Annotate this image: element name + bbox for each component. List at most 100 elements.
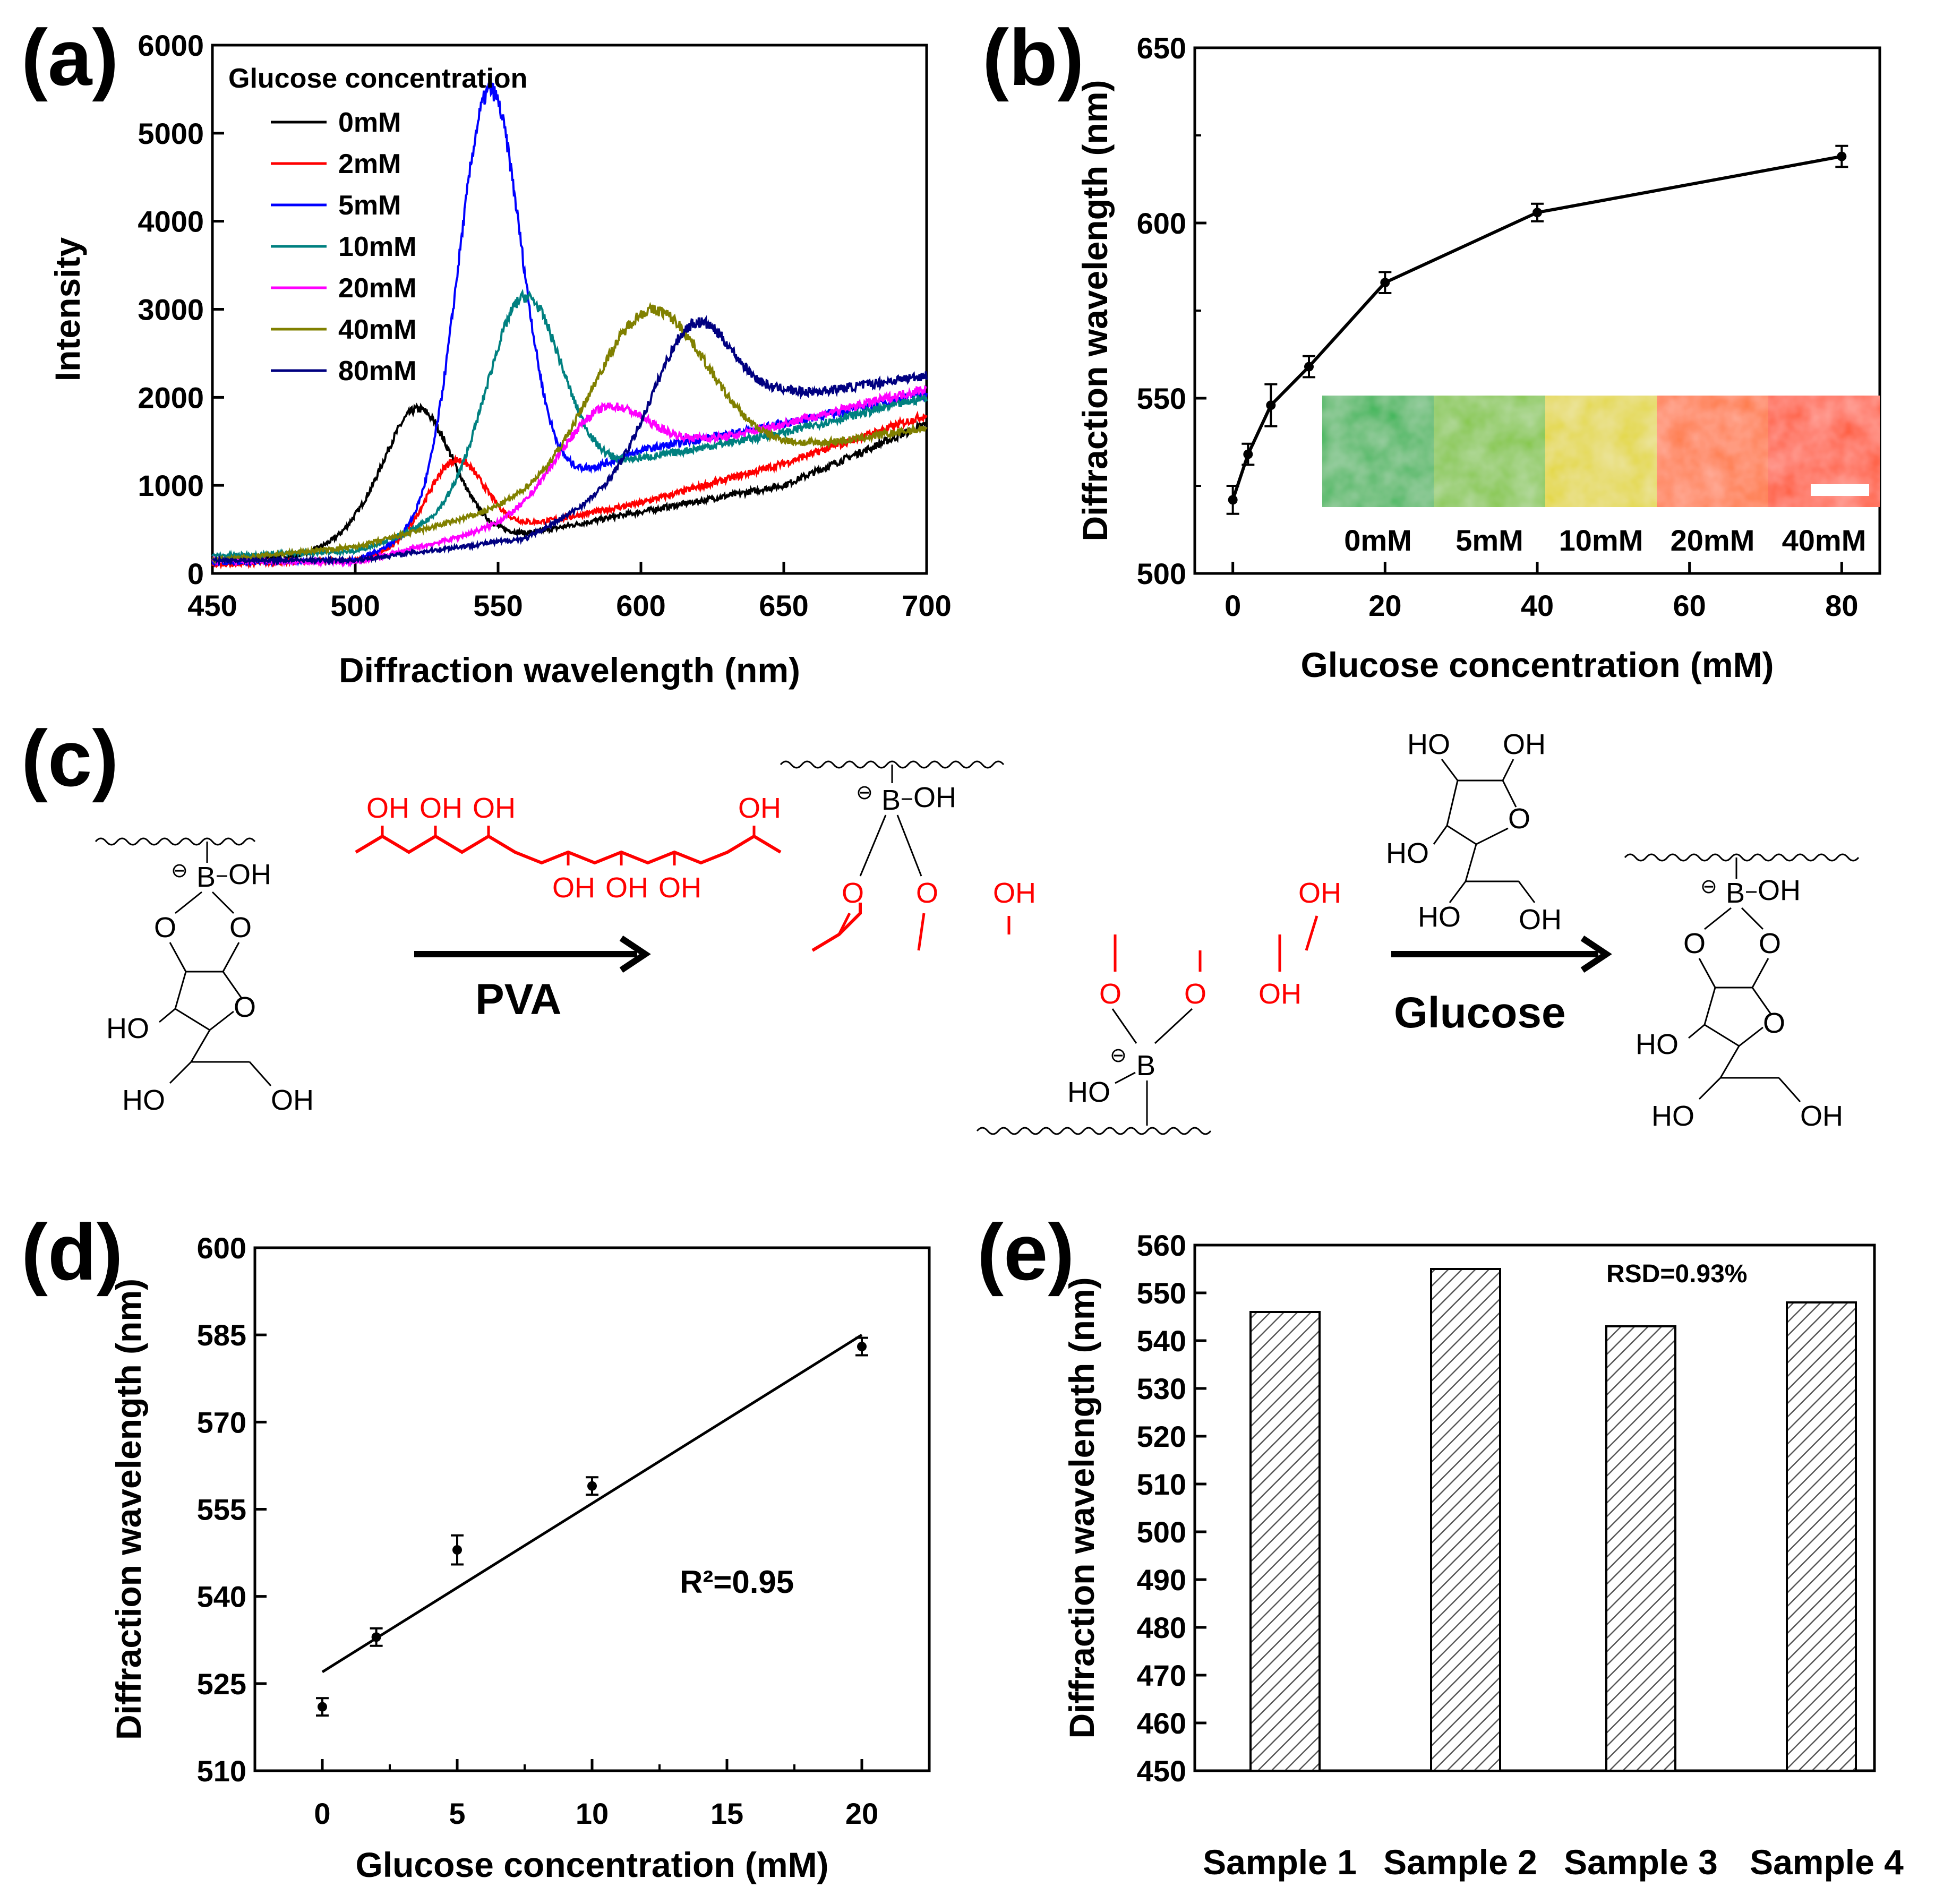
panel-label-c: (c) xyxy=(21,714,118,803)
x-category-label: Sample 3 xyxy=(1564,1842,1718,1882)
arrowhead-icon xyxy=(1580,936,1612,973)
polymer-backbone-squiggle xyxy=(1624,853,1860,862)
pva-hydroxyl: OH xyxy=(993,877,1036,909)
y-tick-label: 450 xyxy=(1137,1754,1186,1788)
chart-a-spectra: 0 1000 2000 3000 4000 5000 6000 450 500 550 600 650… xyxy=(48,29,952,690)
pva-backbone-bound xyxy=(811,903,862,952)
data-point xyxy=(318,1702,327,1712)
x-tick-label: 80 xyxy=(1825,589,1858,622)
bond xyxy=(1741,907,1764,930)
data-point xyxy=(1228,495,1238,505)
y-tick-label: 490 xyxy=(1137,1563,1186,1597)
bar-Sample 3 xyxy=(1605,1325,1676,1772)
inset-photo-20mM xyxy=(1657,396,1768,507)
series-line-5mM xyxy=(211,82,928,568)
glucose-label: Glucose xyxy=(1394,989,1566,1037)
y-tick-label: 3000 xyxy=(138,293,204,327)
inset-label: 40mM xyxy=(1782,524,1866,557)
arrowhead-icon xyxy=(619,936,651,973)
hydroxyl-label: HO xyxy=(1386,837,1429,869)
bond xyxy=(1698,1077,1722,1100)
hydroxyl-label: HO xyxy=(106,1013,149,1044)
y-tick-label: 560 xyxy=(1137,1229,1186,1262)
series-line-40mM xyxy=(211,302,928,565)
oxygen-label: O xyxy=(1683,928,1706,959)
bond xyxy=(1465,844,1477,882)
inset-label: 5mM xyxy=(1455,524,1523,557)
plot-frame xyxy=(211,44,928,575)
pva-hydroxyl: OH xyxy=(419,792,463,824)
y-tick-label: 570 xyxy=(197,1405,246,1439)
bond xyxy=(917,913,926,951)
x-tick-label: 20 xyxy=(1368,589,1401,622)
y-tick-label: 650 xyxy=(1137,31,1186,65)
bond xyxy=(169,1061,192,1084)
y-tick-label: 530 xyxy=(1137,1372,1186,1405)
rsd-annotation: RSD=0.93% xyxy=(1606,1260,1747,1288)
bond xyxy=(896,814,922,877)
bond xyxy=(209,1010,234,1031)
x-axis-title: Diffraction wavelength (nm) xyxy=(339,650,800,690)
data-point xyxy=(857,1342,867,1352)
polymer-backbone-squiggle xyxy=(95,837,256,846)
x-axis-title: Glucose concentration (mM) xyxy=(355,1845,828,1884)
y-tick-label: 510 xyxy=(1137,1468,1186,1501)
boron-atom: B xyxy=(196,861,216,893)
hydroxyl-label: OH xyxy=(228,859,271,890)
y-tick-label: 600 xyxy=(197,1231,246,1265)
x-tick-label: 550 xyxy=(473,589,523,622)
bond xyxy=(1719,1045,1740,1078)
bond xyxy=(1441,759,1459,781)
free-glucose: HO OH O HO HO OH xyxy=(1386,728,1562,936)
bond xyxy=(1433,825,1448,845)
y-tick-label: 510 xyxy=(197,1754,246,1788)
x-tick-label: 10 xyxy=(576,1797,609,1830)
pva-hydroxyl: OH xyxy=(366,792,409,824)
x-category-label: Sample 4 xyxy=(1750,1842,1904,1882)
oxygen-label: O xyxy=(229,912,252,944)
bond xyxy=(1751,987,1772,1015)
bond xyxy=(159,1008,176,1023)
legend-label: 0mM xyxy=(338,107,401,138)
data-point xyxy=(371,1632,381,1642)
x-tick-label: 60 xyxy=(1673,589,1706,622)
inset-photo-5mM xyxy=(1434,396,1545,507)
negative-charge: ⊖ xyxy=(171,860,188,882)
x-tick-label: 0 xyxy=(1225,589,1241,622)
y-axis-title: Diffraction wavelength (nm) xyxy=(1075,80,1115,541)
bond xyxy=(1449,881,1467,903)
plot-frame xyxy=(253,1246,931,1772)
bond xyxy=(1111,1008,1137,1044)
r-squared-annotation: R²=0.95 xyxy=(680,1564,794,1600)
y-tick-label: 540 xyxy=(1137,1324,1186,1358)
oxygen-label: O xyxy=(916,877,938,909)
legend-label: 10mM xyxy=(338,231,416,262)
crosslinked-pva-boronate: B ⊖ OH O O OH O O OH OH B ⊖ HO xyxy=(780,760,1341,1135)
bond xyxy=(175,1008,210,1031)
panel-label-a: (a) xyxy=(21,13,118,102)
boron-atom: B xyxy=(1726,877,1745,909)
pva-hydroxyl: OH xyxy=(473,792,516,824)
data-point xyxy=(1837,151,1847,161)
inset-label: 0mM xyxy=(1344,524,1412,557)
data-point xyxy=(452,1545,462,1555)
hydroxyl-label: HO xyxy=(1636,1028,1679,1060)
negative-charge: ⊖ xyxy=(856,782,873,804)
legend-label: 20mM xyxy=(338,273,416,304)
bond xyxy=(190,1030,211,1062)
panel-label-d: (d) xyxy=(21,1207,123,1297)
hydroxyl-label: HO xyxy=(1407,728,1450,760)
bond xyxy=(1446,780,1459,826)
y-tick-label: 525 xyxy=(197,1667,246,1701)
hydroxyl-label: OH xyxy=(271,1084,314,1116)
oxygen-label: O xyxy=(1099,978,1121,1010)
legend-title: Glucose concentration xyxy=(228,63,527,94)
bond xyxy=(1688,1024,1705,1039)
bond xyxy=(222,942,240,972)
bond xyxy=(1698,958,1716,988)
hydroxyl-label: HO xyxy=(1067,1076,1110,1108)
pva-hydroxyl: OH xyxy=(1298,877,1341,909)
pva-chain: OH OH OH OH OH OH OH xyxy=(355,792,782,904)
y-tick-label: 500 xyxy=(1137,1515,1186,1549)
